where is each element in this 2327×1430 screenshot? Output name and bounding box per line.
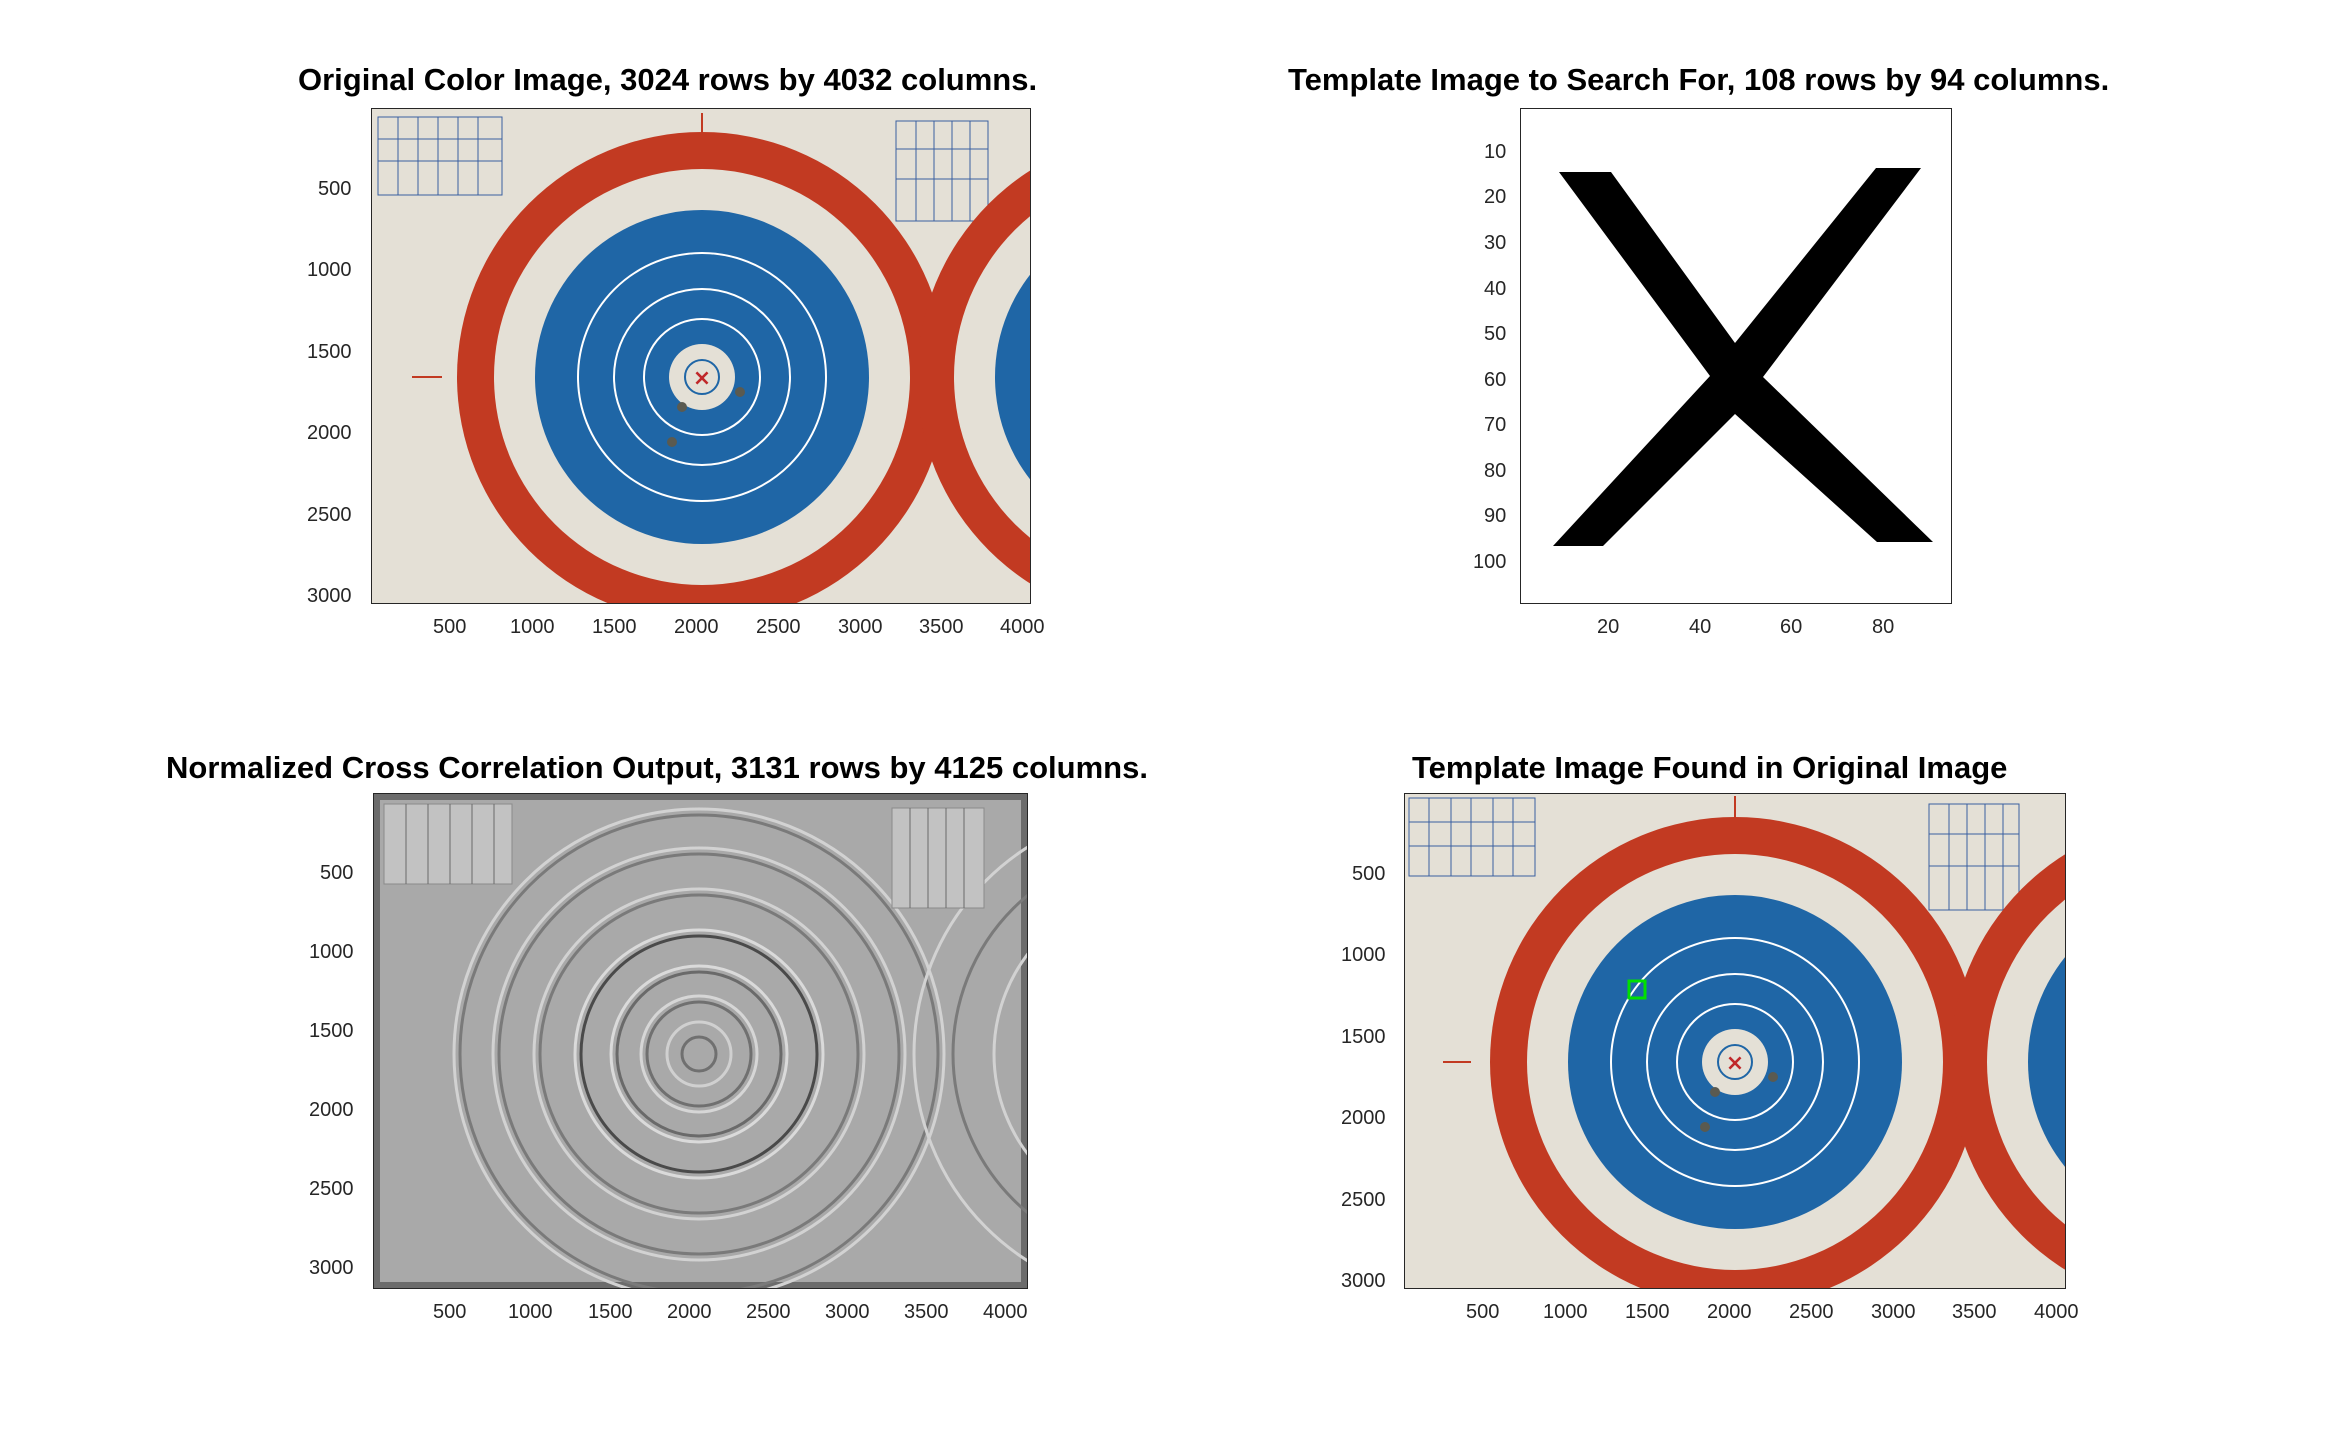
- y-tick-label: 90: [1484, 505, 1507, 527]
- x-tick-label: 3500: [919, 616, 964, 638]
- x-tick-label: 40: [1689, 616, 1712, 638]
- y-tick-label: 500: [1352, 863, 1386, 885]
- x-tick-label: 500: [433, 1301, 467, 1323]
- y-tick-label: 10: [1484, 141, 1507, 163]
- y-tick-label: 3000: [309, 1257, 354, 1279]
- match-box: [1627, 979, 1647, 1000]
- y-tick-label: 40: [1484, 278, 1507, 300]
- y-tick-label: 30: [1484, 232, 1507, 254]
- score-card-left: [377, 116, 503, 196]
- y-tick-label: 1500: [309, 1020, 354, 1042]
- x-tick-label: 20: [1597, 616, 1620, 638]
- x-tick-label: 500: [1466, 1301, 1500, 1323]
- x-tick-label: 2500: [756, 616, 801, 638]
- svg-text:×: ×: [693, 366, 711, 391]
- y-tick-label: 500: [318, 178, 352, 200]
- original-image-axes: ×: [371, 108, 1031, 604]
- y-tick-label: 3000: [307, 585, 352, 607]
- svg-text:×: ×: [1726, 1051, 1744, 1076]
- y-tick-label: 2000: [309, 1099, 354, 1121]
- original-image-title: Original Color Image, 3024 rows by 4032 …: [298, 62, 1038, 97]
- x-tick-label: 2500: [1789, 1301, 1834, 1323]
- y-tick-label: 80: [1484, 460, 1507, 482]
- y-tick-label: 20: [1484, 186, 1507, 208]
- y-tick-label: 1500: [1341, 1026, 1386, 1048]
- original-target-image: ×: [372, 109, 1030, 603]
- x-tick-label: 2000: [674, 616, 719, 638]
- y-tick-label: 3000: [1341, 1270, 1386, 1292]
- x-tick-label: 500: [433, 616, 467, 638]
- y-tick-label: 2500: [309, 1178, 354, 1200]
- template-x-image: [1521, 109, 1951, 603]
- x-tick-label: 1500: [588, 1301, 633, 1323]
- y-tick-label: 50: [1484, 323, 1507, 345]
- y-tick-label: 2000: [307, 422, 352, 444]
- y-tick-label: 2000: [1341, 1107, 1386, 1129]
- found-target-image: ×: [1405, 794, 2065, 1288]
- x-tick-label: 3000: [825, 1301, 870, 1323]
- template-image-title: Template Image to Search For, 108 rows b…: [1288, 62, 2110, 97]
- x-tick-label: 2500: [746, 1301, 791, 1323]
- x-tick-label: 2000: [667, 1301, 712, 1323]
- x-tick-label: 4000: [983, 1301, 1028, 1323]
- y-tick-label: 60: [1484, 369, 1507, 391]
- x-tick-label: 60: [1780, 616, 1803, 638]
- x-tick-label: 1000: [510, 616, 555, 638]
- y-tick-label: 2500: [1341, 1189, 1386, 1211]
- y-tick-label: 1000: [309, 941, 354, 963]
- x-tick-label: 3500: [1952, 1301, 1997, 1323]
- y-tick-label: 2500: [307, 504, 352, 526]
- x-tick-label: 80: [1872, 616, 1895, 638]
- template-found-axes: ×: [1404, 793, 2066, 1289]
- x-tick-label: 1500: [592, 616, 637, 638]
- x-tick-label: 4000: [1000, 616, 1045, 638]
- x-tick-label: 4000: [2034, 1301, 2079, 1323]
- correlation-output-axes: [373, 793, 1028, 1289]
- x-tick-label: 1000: [508, 1301, 553, 1323]
- x-tick-label: 2000: [1707, 1301, 1752, 1323]
- x-tick-label: 3000: [838, 616, 883, 638]
- correlation-output-title: Normalized Cross Correlation Output, 313…: [166, 750, 1148, 785]
- x-tick-label: 1500: [1625, 1301, 1670, 1323]
- y-tick-label: 70: [1484, 414, 1507, 436]
- y-tick-label: 100: [1473, 551, 1507, 573]
- y-tick-label: 1000: [1341, 944, 1386, 966]
- x-tick-label: 3000: [1871, 1301, 1916, 1323]
- y-tick-label: 500: [320, 862, 354, 884]
- x-tick-label: 3500: [904, 1301, 949, 1323]
- y-tick-label: 1000: [307, 259, 352, 281]
- template-found-title: Template Image Found in Original Image: [1412, 750, 2008, 785]
- score-card-right: [895, 120, 989, 222]
- correlation-map-image: [374, 794, 1027, 1288]
- x-tick-label: 1000: [1543, 1301, 1588, 1323]
- y-tick-label: 1500: [307, 341, 352, 363]
- template-image-axes: [1520, 108, 1952, 604]
